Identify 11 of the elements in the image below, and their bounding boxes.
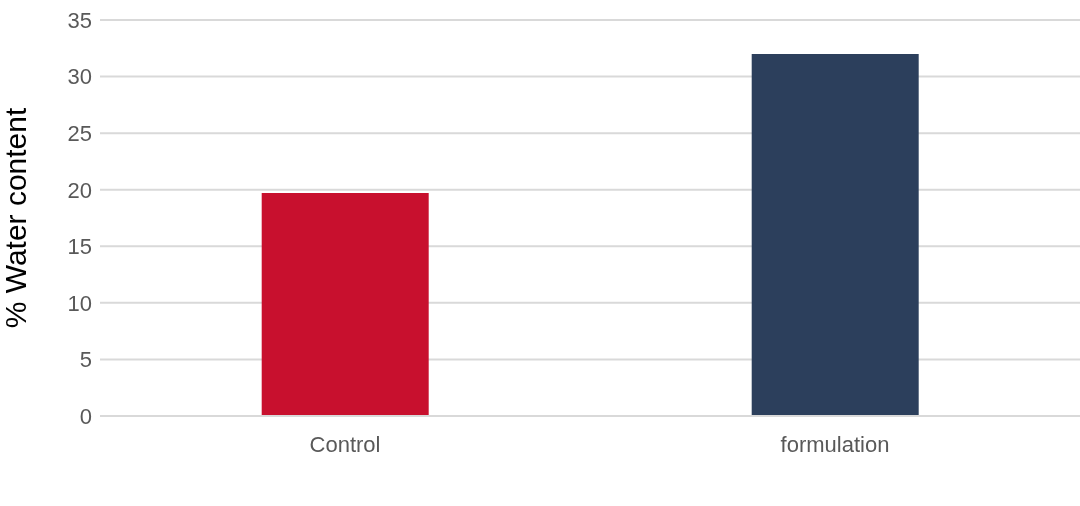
y-tick-label: 35 bbox=[67, 7, 92, 33]
x-tick-label: Control bbox=[309, 431, 381, 457]
x-tick-label: formulation bbox=[780, 431, 890, 457]
y-tick-label: 0 bbox=[79, 403, 92, 429]
y-tick-label: 10 bbox=[67, 290, 92, 316]
y-axis-title: % Water content bbox=[0, 107, 32, 329]
y-tick-label: 5 bbox=[79, 347, 92, 373]
y-tick-label: 20 bbox=[67, 177, 92, 203]
y-tick-label: 15 bbox=[67, 234, 92, 260]
y-tick-label: 30 bbox=[67, 64, 92, 90]
y-tick-label: 25 bbox=[67, 120, 92, 146]
